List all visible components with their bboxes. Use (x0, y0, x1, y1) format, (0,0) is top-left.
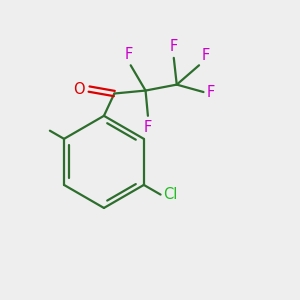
Text: O: O (74, 82, 85, 97)
Text: F: F (202, 48, 210, 63)
Text: F: F (124, 47, 132, 62)
Text: F: F (170, 39, 178, 54)
Text: Cl: Cl (163, 187, 177, 202)
Text: F: F (144, 120, 152, 135)
Text: F: F (206, 85, 215, 100)
